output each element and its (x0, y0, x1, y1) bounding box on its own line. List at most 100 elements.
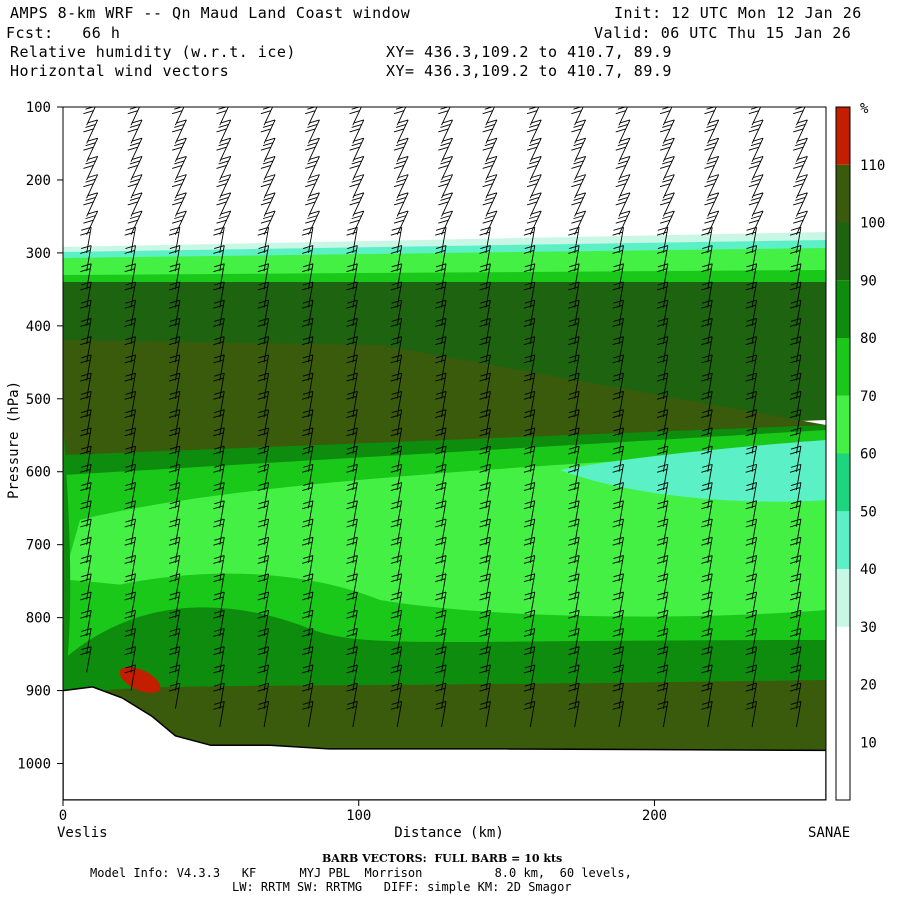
wind-barb (83, 119, 99, 144)
wind-barb (213, 354, 225, 381)
wind-barb (213, 518, 225, 545)
colorbar-swatch (836, 684, 850, 743)
wind-barb (346, 573, 358, 600)
wind-barb (568, 318, 580, 345)
wind-barb (523, 263, 536, 290)
wind-barb (526, 192, 542, 217)
wind-barb (656, 263, 669, 290)
wind-barb (571, 137, 587, 162)
wind-barb (568, 518, 580, 545)
wind-barb (615, 107, 628, 126)
wind-barb (612, 536, 624, 563)
wind-barb (523, 299, 536, 326)
wind-barb (213, 390, 225, 418)
wind-barb (789, 409, 802, 436)
wind-barb (390, 482, 403, 509)
wind-barb (479, 591, 491, 618)
wind-barb (526, 210, 542, 235)
wind-barb (656, 390, 669, 418)
wind-barb (701, 336, 713, 363)
wind-barb (301, 299, 314, 326)
wind-barb (301, 682, 314, 709)
wind-barb (168, 245, 181, 272)
wind-barb (390, 336, 403, 363)
wind-barb (390, 591, 403, 618)
wind-barb (789, 682, 802, 709)
physics-info: LW: RRTM SW: RRTMG DIFF: simple KM: 2D S… (232, 880, 572, 894)
wind-barb (789, 591, 802, 618)
wind-barb (745, 701, 758, 728)
model-info: Model Info: V4.3.3 KF MYJ PBL Morrison 8… (90, 866, 632, 880)
wind-barb (301, 664, 314, 691)
wind-barb (612, 482, 624, 509)
wind-barb (213, 555, 225, 582)
wind-barb (438, 119, 453, 144)
wind-barb (568, 445, 580, 472)
wind-barb (213, 409, 225, 436)
wind-barb (568, 500, 580, 527)
wind-barb (393, 119, 409, 144)
wind-barb (124, 445, 136, 472)
wind-barb (305, 119, 320, 144)
y-axis: 100 200 300 400 500 600 700 800 900 1000 (17, 100, 63, 773)
wind-barb (213, 445, 225, 472)
wind-barb (701, 646, 713, 673)
wind-barb (346, 500, 358, 527)
wind-barb (390, 226, 403, 253)
wind-barb (615, 155, 631, 181)
wind-barb (571, 210, 587, 235)
wind-barb (701, 299, 713, 326)
wind-barb (656, 664, 669, 691)
wind-barb (612, 409, 624, 436)
terrain-profile (63, 686, 826, 800)
wind-barb (213, 682, 225, 709)
wind-barb (523, 372, 536, 399)
wind-barb (216, 192, 232, 217)
wind-barb (523, 664, 536, 691)
wind-barb (213, 536, 225, 563)
wind-barb (390, 318, 403, 345)
wind-barb (745, 263, 758, 290)
left-endpoint-label: Veslis (57, 825, 108, 841)
wind-barb (83, 155, 99, 181)
wind-barb (612, 281, 624, 308)
wind-barb (301, 628, 314, 655)
wind-barb (80, 390, 92, 418)
wind-barbs (80, 107, 808, 728)
wind-barb (656, 682, 669, 709)
wind-barb (479, 701, 491, 728)
wind-barb (435, 390, 447, 418)
wind-barb (257, 354, 270, 381)
wind-barb (435, 427, 447, 454)
wind-barb (748, 119, 764, 144)
wind-barb (301, 591, 314, 618)
wind-barb (523, 336, 536, 363)
wind-barb (568, 372, 580, 399)
wind-barb (701, 482, 713, 509)
y-tick-label: 1000 (17, 757, 51, 773)
wind-barb (656, 609, 669, 636)
wind-barb (80, 536, 92, 563)
wind-barb (168, 609, 181, 636)
wind-barb (789, 463, 802, 491)
wind-barb (393, 155, 409, 181)
wind-barb (612, 701, 624, 728)
wind-barb (656, 463, 669, 491)
wind-barb (789, 427, 802, 454)
init-time: Init: 12 UTC Mon 12 Jan 26 (614, 4, 862, 22)
wind-barb (346, 226, 358, 253)
wind-barb (83, 137, 99, 162)
colorbar-tick-label: 60 (860, 447, 877, 463)
wind-barb (615, 192, 631, 217)
wind-barb (568, 245, 580, 272)
wind-barb (482, 192, 498, 217)
wind-barb (745, 482, 758, 509)
wind-barb (523, 609, 536, 636)
wind-barb (789, 299, 802, 326)
wind-barb (745, 500, 758, 527)
wind-barb (349, 107, 362, 126)
wind-barb (80, 482, 92, 509)
wind-barb (523, 500, 536, 527)
wind-barb (390, 409, 403, 436)
wind-barb (168, 482, 181, 509)
